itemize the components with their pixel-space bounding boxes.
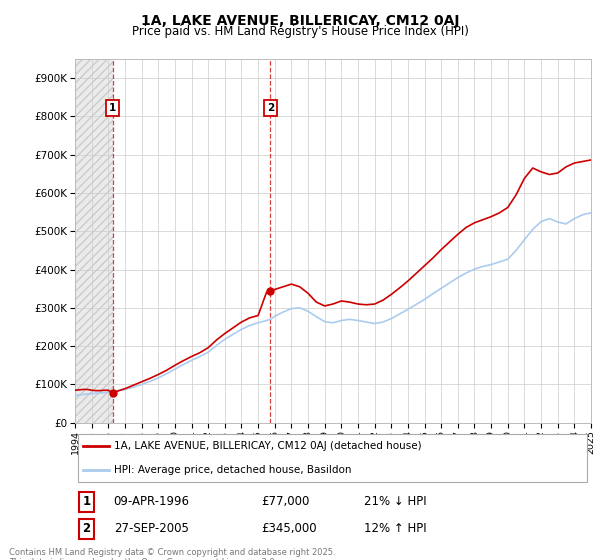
Text: 27-SEP-2005: 27-SEP-2005 [114,522,188,535]
FancyBboxPatch shape [77,434,587,482]
Text: 21% ↓ HPI: 21% ↓ HPI [364,495,427,508]
Text: £345,000: £345,000 [261,522,316,535]
Text: 1: 1 [109,103,116,113]
Text: HPI: Average price, detached house, Basildon: HPI: Average price, detached house, Basi… [114,465,351,475]
Text: 1A, LAKE AVENUE, BILLERICAY, CM12 0AJ: 1A, LAKE AVENUE, BILLERICAY, CM12 0AJ [141,14,459,28]
Text: 1A, LAKE AVENUE, BILLERICAY, CM12 0AJ (detached house): 1A, LAKE AVENUE, BILLERICAY, CM12 0AJ (d… [114,441,421,451]
Text: 09-APR-1996: 09-APR-1996 [114,495,190,508]
Text: £77,000: £77,000 [261,495,309,508]
Text: 12% ↑ HPI: 12% ↑ HPI [364,522,427,535]
Text: 2: 2 [82,522,91,535]
Text: Contains HM Land Registry data © Crown copyright and database right 2025.
This d: Contains HM Land Registry data © Crown c… [9,548,335,560]
Text: 1: 1 [82,495,91,508]
Text: Price paid vs. HM Land Registry's House Price Index (HPI): Price paid vs. HM Land Registry's House … [131,25,469,38]
Bar [75,59,113,423]
Text: 2: 2 [267,103,274,113]
